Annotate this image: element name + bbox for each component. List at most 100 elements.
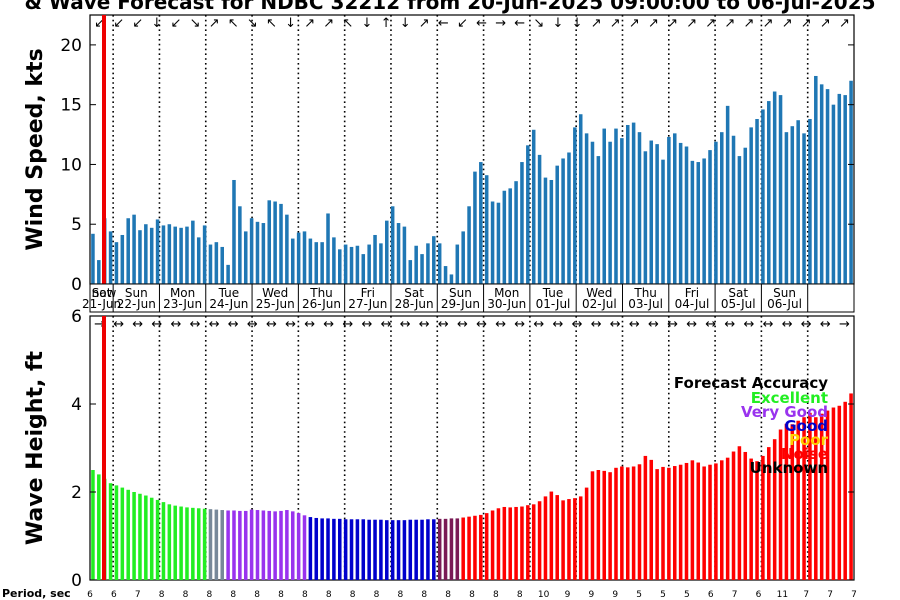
wave-direction-arrow: ↔ [381,317,392,332]
wave-ytick-label: 6 [71,307,82,327]
wave-bar [549,491,554,580]
period-value: 10 [538,590,550,600]
wave-bar [649,459,654,580]
period-value: 11 [777,590,788,600]
wind-direction-arrow: ↓ [572,16,583,31]
wind-bar [508,188,512,284]
wind-bar [144,224,148,284]
wave-direction-arrow: ↔ [457,317,468,332]
wind-bar [661,159,665,284]
chart-title: & Wave Forecast for NDBC 32212 from 20-J… [24,0,876,14]
period-value: 7 [135,590,141,600]
period-label: Period, sec [2,587,71,600]
wave-direction-arrow: ↔ [113,317,124,332]
legend-item-noise: Noise [781,445,828,463]
wave-bar [696,462,701,580]
wind-bar [273,201,277,284]
wind-direction-arrow: ↗ [743,16,754,31]
legend-title: Forecast Accuracy [674,374,828,392]
wave-bar [396,520,401,580]
wave-bar [161,502,166,580]
wave-direction-arrow: ↔ [495,317,506,332]
period-value: 8 [159,590,165,600]
wave-bar [255,510,260,580]
wave-bar [490,510,495,580]
wind-direction-arrow: ↘ [533,16,544,31]
wave-bar [144,495,148,580]
wind-direction-arrow: ↓ [361,16,372,31]
wave-bar [132,492,136,580]
day-of-week: Sun [125,286,148,300]
wave-direction-arrow: ↔ [323,317,334,332]
wind-bar [678,142,683,284]
wave-bar [602,470,606,580]
wind-bar [796,120,800,285]
wind-bar [91,233,95,284]
wave-bar [449,518,454,580]
legend-item-good: Good [784,417,828,435]
wave-bar [778,429,783,580]
day-date: 29-Jun [441,297,480,311]
wind-bar [161,225,166,284]
wind-bar [338,249,342,284]
wave-bar [461,517,465,580]
wind-panel: 0 5 10 15 20 Wind Speed, kts ↙ ↙ ↙ ↓ ↙ ↘ ↗ ↖ ↘ ↖ ↓ ↗ ↗ ↖ ↓ ↑ ↓… [23,14,855,295]
wind-bar [737,156,742,284]
wind-direction-arrow: ← [438,16,449,31]
wind-bar [290,238,295,284]
wind-bar [502,190,507,284]
wind-direction-arrow: ↖ [342,16,353,31]
period-value: 6 [708,590,714,600]
wave-direction-arrow: ↔ [190,317,201,332]
wave-direction-arrow: ↔ [361,317,372,332]
wind-bar [637,132,642,284]
wind-bar [120,234,125,284]
wind-direction-arrow: ← [514,16,525,31]
wave-bar [214,509,219,580]
wave-bar [802,417,806,580]
wave-bar [455,518,460,580]
wind-bar [214,242,219,284]
wave-bar [514,506,518,580]
wind-direction-arrow: ↗ [629,16,640,31]
wave-bar [108,483,113,580]
wind-bar [843,95,847,284]
wind-bar [367,244,371,284]
wind-bar [238,206,242,284]
wind-ytick-label: 15 [60,96,82,116]
wave-bar [573,498,577,580]
wind-bar [802,133,806,284]
wind-direction-arrow: ↗ [591,16,602,31]
wind-direction-arrow: ↗ [304,16,315,31]
wind-bar [596,156,601,284]
wind-bar [496,202,501,284]
wind-bar [708,150,712,284]
wind-bar [672,133,677,284]
wave-bar [578,496,583,580]
wave-bar [355,519,360,580]
wave-bar [637,464,642,580]
wave-bar [825,410,830,580]
wave-bar [625,467,630,580]
wind-bar [725,105,730,284]
wind-direction-arrow: ↗ [209,16,220,31]
wave-direction-arrow: ↔ [476,317,487,332]
wind-bar [296,232,301,284]
wind-bar [690,160,695,284]
wave-bar [91,470,95,580]
wave-direction-arrow: ↔ [304,317,315,332]
wave-ytick-label: 2 [71,483,82,503]
day-of-week: Sun [449,286,472,300]
wave-bar [249,509,254,580]
wave-direction-arrow: ↔ [514,317,525,332]
wind-bar [138,230,142,284]
legend-item-unknown: Unknown [750,459,828,477]
wind-bar [602,128,606,284]
wave-bar [508,507,512,580]
wind-bar [473,171,477,284]
wave-bar [755,461,759,580]
wave-bar [767,447,771,580]
period-value: 8 [326,590,332,600]
wave-bar [831,407,836,580]
wave-bar [432,519,436,580]
